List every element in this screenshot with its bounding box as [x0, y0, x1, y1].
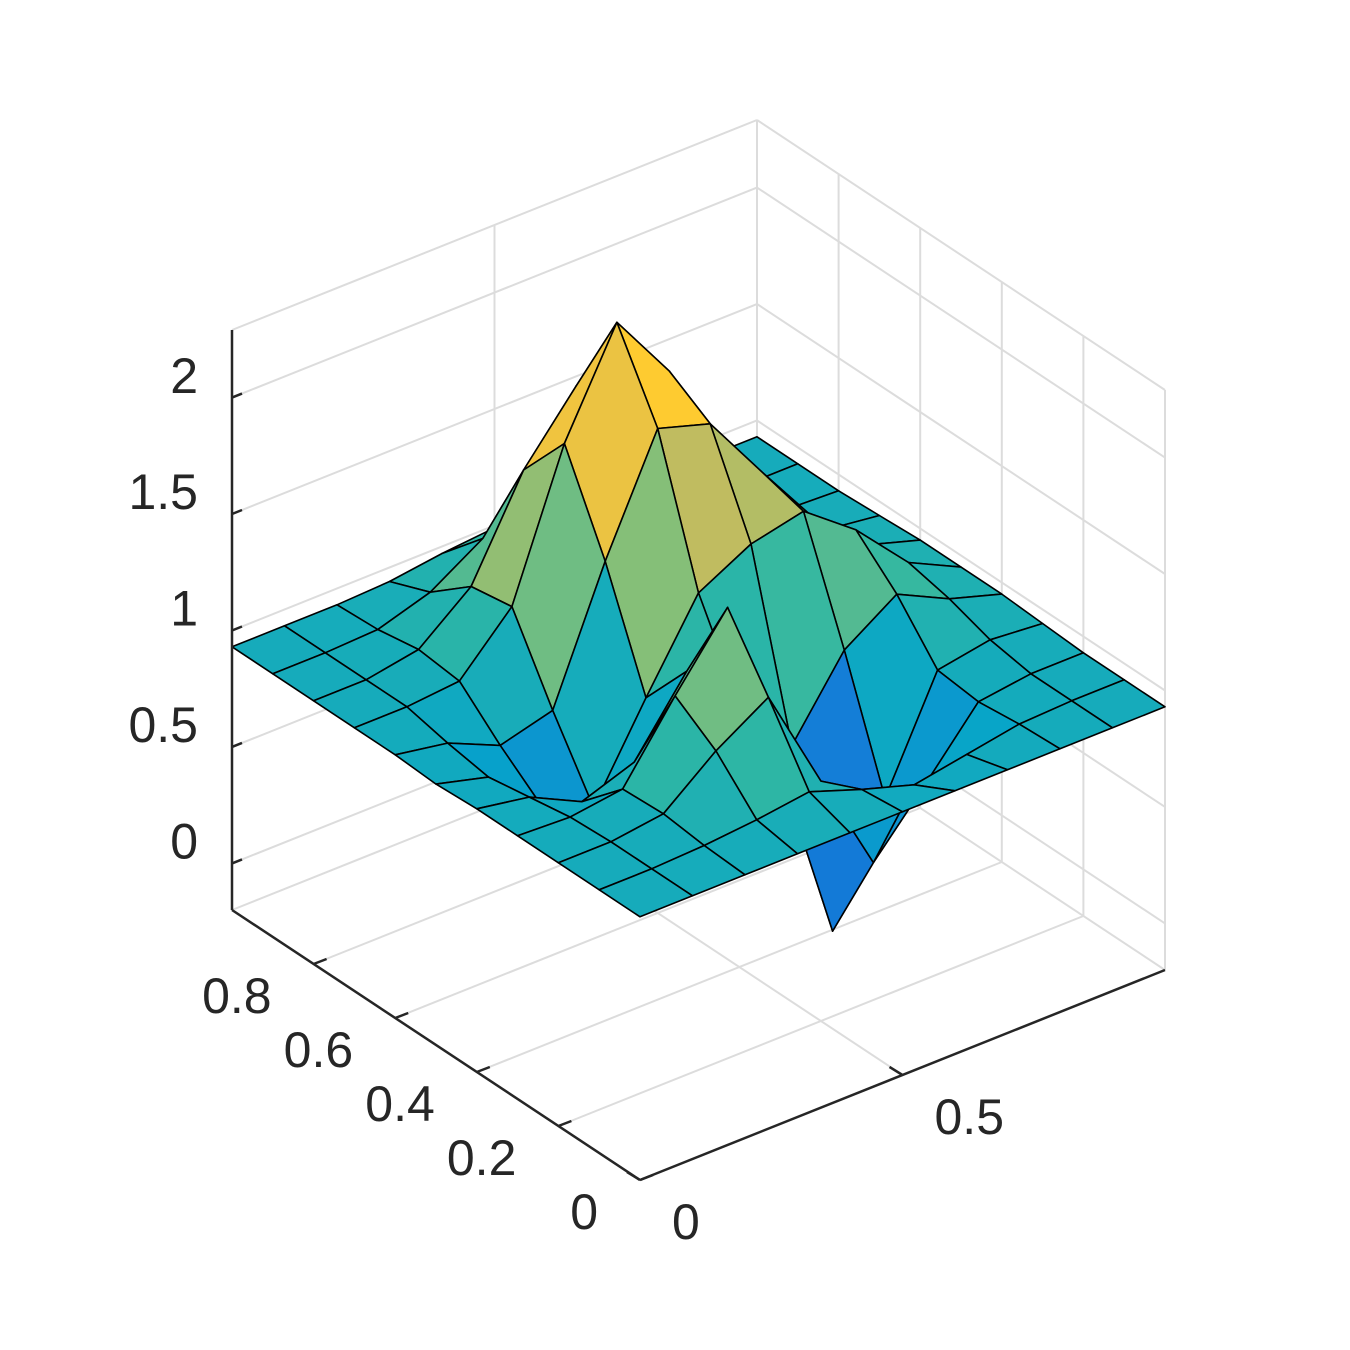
y-tick-label: 0	[570, 1184, 598, 1240]
y-axis	[231, 908, 641, 1182]
y-tick	[313, 957, 328, 966]
z-tick-label: 1.5	[128, 464, 198, 520]
z-tick	[231, 508, 243, 516]
y-tick	[476, 1065, 491, 1074]
x-tick	[888, 1065, 904, 1077]
grid-line	[756, 186, 1166, 459]
z-tick	[231, 392, 243, 399]
z-tick-label: 2	[170, 348, 198, 404]
y-tick-label: 0.4	[365, 1076, 435, 1132]
z-tick	[231, 741, 243, 749]
y-tick-label: 0.2	[447, 1130, 517, 1186]
wall-edge	[756, 119, 1166, 391]
x-tick-label: 0.5	[935, 1089, 1005, 1145]
y-tick	[394, 1011, 409, 1020]
z-tick-label: 0	[170, 814, 198, 870]
z-tick	[231, 625, 243, 632]
y-tick-label: 0.6	[284, 1022, 354, 1078]
z-tick-label: 0.5	[128, 697, 198, 753]
axes-layer: 0 0.5 1 1.5 2 0 0.5 0 0.20.40.60.8	[128, 330, 1166, 1250]
z-tick-label: 1	[170, 581, 198, 637]
surface	[231, 321, 1166, 932]
grid-line	[756, 303, 1166, 575]
y-tick	[557, 1119, 572, 1128]
grid-line	[756, 419, 1166, 692]
z-tick	[231, 858, 243, 865]
grid-line	[558, 915, 1084, 1127]
grid-line	[476, 861, 1003, 1073]
y-tick-label: 0.8	[202, 968, 272, 1024]
x-tick-label: 0	[672, 1194, 700, 1250]
x-axis	[639, 968, 1166, 1182]
surface-face	[598, 867, 694, 918]
